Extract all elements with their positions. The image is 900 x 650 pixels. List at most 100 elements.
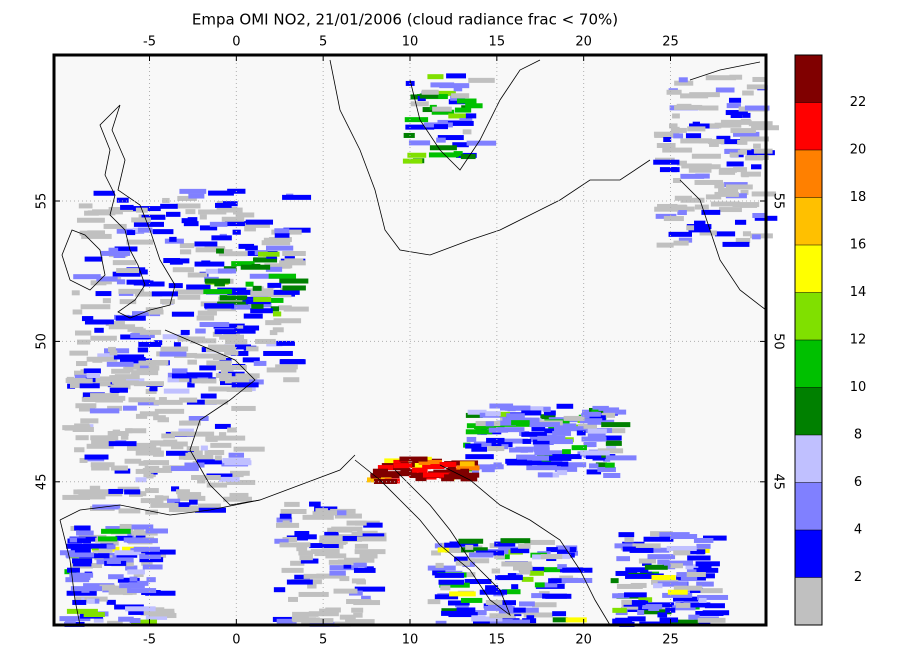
no2-pixel: [581, 436, 607, 442]
colorbar-tick-label: 14: [850, 285, 867, 300]
no2-pixel: [282, 250, 306, 256]
no2-pixel: [108, 441, 137, 447]
no2-pixel: [496, 427, 525, 433]
coastlines: [59, 59, 767, 626]
no2-pixel: [112, 271, 141, 277]
no2-pixel: [253, 360, 267, 366]
no2-pixel: [169, 236, 177, 242]
no2-pixel: [686, 569, 697, 575]
no2-pixel: [629, 547, 654, 553]
colorbar-swatch: [795, 482, 822, 530]
no2-pixel: [261, 240, 291, 246]
no2-pixel: [179, 249, 192, 255]
no2-pixel: [133, 572, 144, 578]
no2-pixel: [601, 422, 631, 428]
no2-pixel: [255, 338, 276, 344]
no2-pixel: [162, 334, 189, 340]
no2-pixel: [597, 467, 616, 473]
no2-pixel: [444, 474, 467, 480]
no2-pixel: [500, 538, 531, 544]
no2-pixel: [92, 491, 123, 497]
no2-pixel: [66, 590, 97, 596]
no2-pixel: [373, 478, 398, 484]
no2-pixel: [680, 173, 705, 179]
no2-pixel: [677, 210, 687, 216]
colorbar-tick-label: 10: [850, 380, 867, 395]
no2-pixel: [618, 532, 635, 538]
no2-pixel: [354, 549, 386, 555]
no2-pixel: [234, 328, 256, 334]
no2-pixel: [526, 465, 557, 471]
no2-pixel: [73, 378, 93, 384]
no2-pixel: [461, 547, 488, 553]
no2-pixel: [177, 492, 188, 498]
no2-pixel: [506, 413, 525, 419]
no2-pixel: [170, 444, 184, 450]
no2-pixel: [482, 619, 513, 625]
no2-pixel: [565, 617, 587, 623]
no2-pixel: [465, 103, 483, 109]
no2-pixel: [473, 441, 497, 447]
no2-pixel: [434, 594, 459, 600]
no2-pixel: [103, 223, 127, 229]
no2-pixel: [489, 613, 515, 619]
no2-pixel: [206, 360, 232, 366]
no2-pixel: [125, 606, 156, 612]
no2-pixel: [133, 221, 164, 227]
no2-pixel: [471, 610, 487, 616]
no2-pixel: [151, 291, 178, 297]
no2-pixel: [120, 204, 134, 210]
no2-pixel: [610, 578, 619, 584]
no2-pixel: [86, 598, 95, 604]
no2-pixel: [502, 589, 521, 595]
no2-pixel: [101, 585, 132, 591]
no2-pixel: [146, 577, 156, 583]
no2-pixel: [93, 617, 104, 623]
x-tick-label: 5: [319, 35, 327, 50]
no2-pixel: [193, 450, 203, 456]
no2-pixel: [279, 359, 306, 365]
no2-pixel: [145, 549, 176, 555]
no2-pixel: [597, 448, 624, 454]
no2-pixel: [351, 607, 364, 613]
coastline: [409, 59, 761, 171]
no2-pixel: [370, 473, 381, 479]
no2-pixel: [456, 607, 476, 613]
no2-pixel: [78, 406, 96, 412]
no2-pixel: [696, 581, 714, 587]
no2-pixel: [145, 608, 175, 614]
no2-pixel: [695, 561, 720, 567]
no2-pixel: [175, 289, 204, 295]
no2-pixel: [294, 574, 310, 580]
no2-pixel: [130, 332, 155, 338]
no2-pixel: [363, 522, 383, 528]
no2-pixel: [174, 502, 191, 508]
no2-pixel: [150, 502, 179, 508]
no2-pixel: [282, 194, 312, 200]
no2-pixel: [498, 608, 522, 614]
y-tick-label: 45: [771, 474, 786, 491]
no2-pixel: [135, 450, 164, 456]
no2-pixel: [578, 423, 597, 429]
no2-pixel: [74, 525, 91, 531]
no2-pixel: [691, 153, 721, 159]
no2-pixel: [465, 443, 482, 449]
no2-pixel: [232, 472, 244, 478]
no2-pixel: [117, 577, 140, 583]
no2-pixel: [733, 167, 748, 173]
no2-pixel: [337, 527, 353, 533]
no2-pixel: [662, 147, 693, 153]
no2-pixel: [612, 618, 621, 624]
no2-pixel: [346, 599, 372, 605]
no2-pixel: [111, 465, 128, 471]
no2-pixel: [142, 281, 165, 287]
no2-pixel: [266, 367, 297, 373]
no2-pixel: [189, 499, 198, 505]
colorbar-tick-label: 4: [854, 523, 862, 538]
no2-pixel: [485, 411, 501, 417]
no2-pixel: [728, 97, 742, 103]
x-tick-label: 10: [402, 633, 419, 648]
no2-pixel: [127, 532, 135, 538]
no2-pixel: [89, 485, 101, 491]
no2-pixel: [689, 92, 720, 98]
